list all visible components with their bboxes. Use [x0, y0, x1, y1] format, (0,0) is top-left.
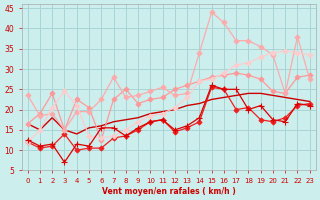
X-axis label: Vent moyen/en rafales ( km/h ): Vent moyen/en rafales ( km/h ): [102, 187, 236, 196]
